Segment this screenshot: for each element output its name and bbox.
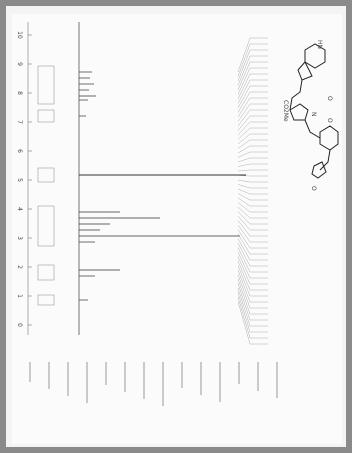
axis-label: 9 <box>16 62 23 66</box>
leader <box>237 251 251 279</box>
leader <box>237 67 251 95</box>
axis-label: 5 <box>16 178 23 182</box>
structure-drawing <box>289 43 339 179</box>
paper <box>12 14 342 444</box>
leader <box>237 163 251 167</box>
leader <box>237 274 251 309</box>
leader <box>237 211 251 225</box>
leader <box>237 97 251 118</box>
leader <box>237 269 251 303</box>
leader <box>237 193 251 201</box>
leader <box>237 184 251 189</box>
leader <box>237 233 251 255</box>
leader <box>237 215 251 231</box>
leader <box>237 37 251 73</box>
axis-label: 0 <box>16 323 23 327</box>
structure-label: O <box>310 186 317 191</box>
leader <box>237 188 251 195</box>
axis-label: 8 <box>16 91 23 95</box>
leader <box>237 175 251 177</box>
leader <box>237 283 251 321</box>
leader <box>237 85 251 109</box>
leader <box>237 242 251 267</box>
leader <box>237 296 251 339</box>
leader <box>237 265 251 297</box>
leader <box>237 197 251 207</box>
leader <box>237 49 251 82</box>
leader <box>237 43 251 77</box>
leader <box>237 103 251 122</box>
leader <box>237 73 251 100</box>
leader <box>237 169 251 172</box>
leader <box>237 79 251 104</box>
leader <box>237 61 251 91</box>
leader <box>237 292 251 333</box>
leader <box>237 157 251 163</box>
peak-leaders <box>237 37 268 345</box>
axis-label: 6 <box>16 149 23 153</box>
leader <box>237 287 251 327</box>
structure-label: O <box>326 118 333 123</box>
leader <box>237 256 251 285</box>
leader <box>237 91 251 113</box>
leader <box>237 121 251 136</box>
axis-label: 7 <box>16 120 23 124</box>
leader <box>237 278 251 315</box>
leader <box>237 115 251 131</box>
leader <box>237 202 251 213</box>
axis-label: 2 <box>16 265 23 269</box>
axis-label: 1 <box>16 294 23 298</box>
axis-label: 3 <box>16 236 23 240</box>
leader <box>237 179 251 183</box>
parameter-block <box>29 362 278 406</box>
leader <box>237 247 251 273</box>
axis-label: 4 <box>16 207 23 211</box>
structure-label: HN <box>316 40 323 49</box>
leader <box>237 109 251 127</box>
leader <box>237 127 251 140</box>
leader <box>237 224 251 243</box>
leader <box>237 139 251 149</box>
leader <box>237 229 251 249</box>
leader <box>237 133 251 145</box>
integrals <box>37 65 55 306</box>
leader <box>237 220 251 237</box>
leader <box>237 238 251 261</box>
leader <box>237 260 251 291</box>
leader <box>237 301 251 345</box>
structure-label: N <box>310 112 317 117</box>
structure-label: O <box>326 96 333 101</box>
axis-label: 10 <box>16 31 23 39</box>
leader <box>237 206 251 219</box>
leader <box>237 151 251 158</box>
structure-label: CO2Me <box>282 100 289 122</box>
peaks <box>79 71 246 301</box>
leader <box>237 55 251 86</box>
leader <box>237 145 251 154</box>
